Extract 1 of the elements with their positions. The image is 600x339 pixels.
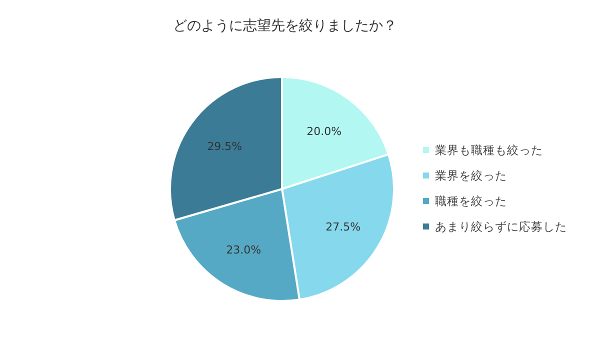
title: どのように志望先を絞りましたか？ — [173, 18, 397, 34]
